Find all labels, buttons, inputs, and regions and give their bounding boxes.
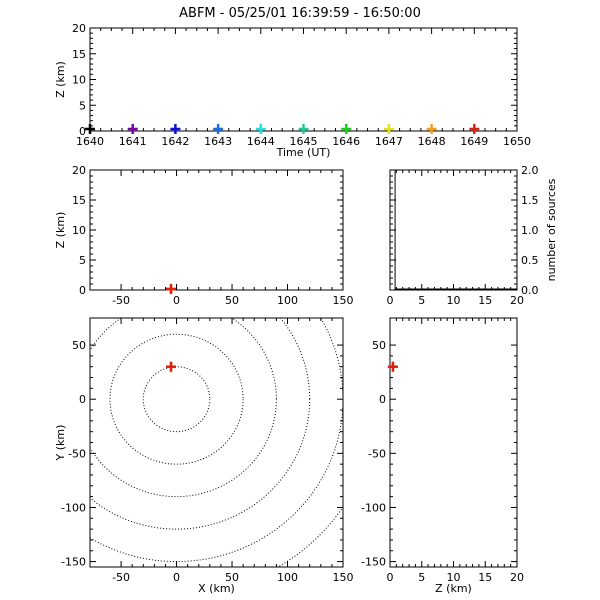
time_height-xtick-label: 1650 [503, 135, 531, 148]
plan_view-ytick-label: 50 [72, 339, 86, 352]
time_height-xtick-label: 1643 [204, 135, 232, 148]
xz-ytick-label: 0 [79, 284, 86, 297]
height_histogram-xtick-label: 20 [510, 294, 524, 307]
height_histogram-ytick-label: 1.0 [521, 224, 539, 237]
height_histogram-ytick-label: 2.0 [521, 164, 539, 177]
plan_view-xtick-label: -50 [112, 571, 130, 584]
histogram-bar [389, 169, 396, 290]
plan_view-xtick-label: 50 [225, 571, 239, 584]
zy-xlabel: Z (km) [435, 582, 472, 595]
time_height-xtick-label: 1647 [375, 135, 403, 148]
time_height-xtick-label: 1640 [76, 135, 104, 148]
height_histogram-ytick-label: 0.0 [521, 284, 539, 297]
range-ring [90, 318, 277, 498]
height_histogram-xtick-label: 0 [387, 294, 394, 307]
plan_view-frame [89, 317, 344, 568]
zy-ytick-label: -50 [368, 447, 386, 460]
xz-ytick-label: 10 [72, 224, 86, 237]
xz-xtick-label: 0 [173, 294, 180, 307]
plan_view-ytick-label: -50 [68, 447, 86, 460]
time_height-xtick-label: 1648 [418, 135, 446, 148]
zy-xtick-label: 5 [418, 571, 425, 584]
xz-xtick-label: 100 [277, 294, 298, 307]
plan_view-ytick-label: -100 [61, 501, 86, 514]
zy-panel: 0 5 10 15 20 -150 -100 -50 0 50 Z (km) [361, 317, 524, 595]
zy-xtick-label: 10 [447, 571, 461, 584]
time_height-xtick-label: 1641 [119, 135, 147, 148]
plan_view-xtick-label: 100 [277, 571, 298, 584]
range-ring [277, 505, 343, 567]
xz-ytick-label: 20 [72, 164, 86, 177]
xz-frame [89, 169, 344, 291]
height_histogram-ylabel: number of sources [545, 178, 558, 281]
zy-ytick-label: 0 [379, 393, 386, 406]
xz-xtick-label: 50 [225, 294, 239, 307]
time_height-ytick-label: 20 [72, 22, 86, 35]
plots-layer: 1640 1641 1642 1643 1644 1645 1646 1647 1648 1649… [54, 22, 559, 595]
figure-title: ABFM - 05/25/01 16:39:59 - 16:50:00 [179, 6, 421, 21]
plan_view-ytick-label: -150 [61, 556, 86, 569]
xz-ytick-label: 5 [79, 254, 86, 267]
height_histogram-xtick-label: 15 [478, 294, 492, 307]
xz-xtick-label: 150 [333, 294, 354, 307]
plan_view-xtick-label: 0 [173, 571, 180, 584]
time_height-xtick-label: 1649 [460, 135, 488, 148]
time_height-xtick-label: 1645 [290, 135, 318, 148]
range-rings [90, 318, 343, 567]
zy-frame [389, 317, 518, 568]
plan_view-xtick-label: 150 [333, 571, 354, 584]
height_histogram-xtick-label: 5 [418, 294, 425, 307]
zy-ytick-label: -100 [361, 501, 386, 514]
time_height-xtick-label: 1646 [332, 135, 360, 148]
zy-xtick-label: 15 [478, 571, 492, 584]
plan_view-xlabel: X (km) [198, 582, 235, 595]
time_height-ytick-label: 0 [79, 125, 86, 138]
time_height-xlabel: Time (UT) [276, 146, 331, 159]
plan_view-ytick-label: 0 [79, 393, 86, 406]
zy-xtick-label: 20 [510, 571, 524, 584]
height_histogram-frame [389, 169, 518, 291]
height_histogram-panel: 0 5 10 15 200.0 0.5 1.0 1.5 2.0 number of sources [387, 164, 559, 307]
zy-xtick-label: 0 [387, 571, 394, 584]
time_height-ylabel: Z (km) [54, 61, 67, 98]
time_height-ytick-label: 15 [72, 48, 86, 61]
xz-ytick-label: 15 [72, 194, 86, 207]
height_histogram-xtick-label: 10 [447, 294, 461, 307]
height_histogram-ytick-label: 0.5 [521, 254, 539, 267]
xz-xtick-label: -50 [112, 294, 130, 307]
zy-ytick-label: 50 [372, 339, 386, 352]
plan_view-ylabel: Y (km) [54, 425, 67, 462]
xz-ylabel: Z (km) [54, 212, 67, 249]
range-ring [142, 366, 211, 433]
time_height-xtick-label: 1642 [161, 135, 189, 148]
time_height-ytick-label: 5 [79, 99, 86, 112]
range-ring [109, 333, 244, 465]
time_height-panel: 1640 1641 1642 1643 1644 1645 1646 1647 1648 1649… [54, 22, 531, 159]
xz-panel: -50 0 50 100 150 0 5 10 15 20 Z (km) [54, 164, 354, 307]
height_histogram-ytick-label: 1.5 [521, 194, 539, 207]
range-ring [90, 318, 343, 563]
time_height-ytick-label: 10 [72, 74, 86, 87]
time_height-xtick-label: 1644 [247, 135, 275, 148]
time_height-frame [89, 27, 518, 132]
zy-ytick-label: -150 [361, 556, 386, 569]
